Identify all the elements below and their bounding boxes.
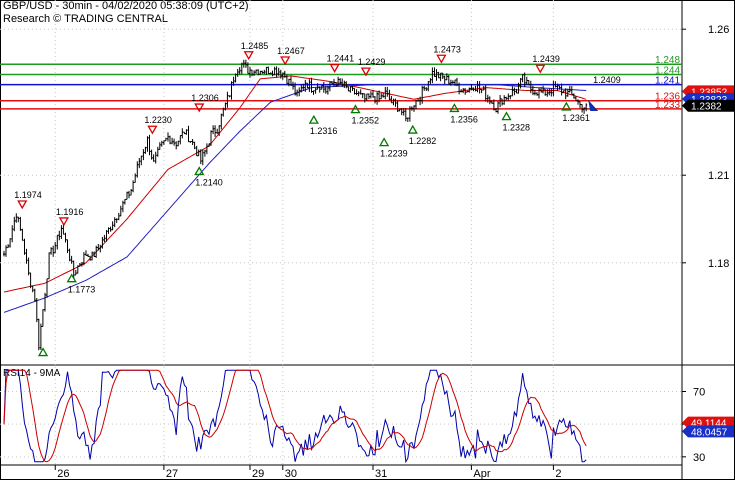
low-arrow-2	[66, 273, 77, 283]
ma-slow-line	[3, 84, 587, 313]
xtick-label-1: 27	[166, 468, 178, 480]
rsi-ytick-label-2: 70	[693, 387, 705, 399]
rsi-line	[3, 369, 587, 464]
low-label-12: 1.2239	[380, 149, 408, 159]
low-arrow-5	[194, 166, 205, 176]
high-arrow-3	[147, 125, 158, 135]
level-label-3: 1.236	[655, 92, 680, 103]
low-label-2: 1.1773	[68, 285, 96, 295]
high-label-17: 1.2439	[532, 54, 560, 64]
high-arrow-4	[194, 103, 205, 113]
level-label-0: 1.248	[655, 55, 680, 66]
high-label-7: 1.2467	[277, 46, 305, 56]
xtick-label-2: 29	[252, 468, 264, 480]
rsi-tag-label-1: 48.0457	[691, 427, 728, 438]
high-arrow-7	[280, 56, 291, 66]
low-label-8: 1.2316	[310, 126, 338, 136]
high-arrow-17	[535, 64, 546, 74]
level-label-1: 1.244	[655, 65, 680, 76]
high-arrow-1	[58, 217, 70, 227]
forecast-arrow	[588, 99, 599, 111]
plain-label-19: 1.2409	[593, 75, 621, 85]
low-arrow-15	[449, 103, 460, 113]
high-arrow-11	[360, 67, 372, 77]
xtick-label-0: 26	[57, 468, 69, 480]
chart-title: GBP/USD - 30min - 04/02/2020 05:38:09 (U…	[3, 0, 249, 12]
rsi-ytick-label-0: 30	[693, 452, 705, 464]
price-bars	[3, 59, 588, 351]
low-label-13: 1.2282	[409, 136, 437, 146]
low-label-18: 1.2361	[562, 113, 590, 123]
rsi-tag-bg-1	[682, 425, 734, 438]
rsi-ma-line	[3, 369, 587, 463]
chart-source: Research © TRADING CENTRAL	[3, 13, 168, 25]
high-label-14: 1.2473	[433, 44, 461, 54]
low-label-5: 1.2140	[195, 178, 223, 188]
low-arrow-16	[501, 111, 512, 121]
high-arrow-0	[17, 200, 28, 210]
low-arrow-8	[308, 114, 319, 124]
high-arrow-6	[243, 51, 254, 61]
price-tag-label-0: 1.23852	[691, 87, 728, 98]
price-tag-label-2: 1.2382	[691, 102, 722, 113]
low-arrow-13	[407, 124, 418, 134]
high-label-6: 1.2485	[241, 41, 269, 51]
main-ytick-label-0: 1.18	[708, 258, 729, 270]
high-label-3: 1.2230	[144, 115, 172, 125]
high-arrow-14	[436, 54, 447, 64]
price-tag-bg-2	[682, 99, 734, 112]
level-label-4: 1.233	[655, 100, 680, 111]
low-arrow-18	[561, 101, 572, 111]
low-label-10: 1.2352	[351, 116, 379, 126]
level-label-2: 1.241	[655, 76, 680, 87]
low-arrow-12	[378, 137, 390, 147]
main-ytick-label-2: 1.26	[708, 24, 729, 36]
rsi-tag-label-0: 49.1144	[691, 419, 727, 430]
high-label-9: 1.2441	[327, 54, 355, 64]
xtick-label-3: 30	[285, 468, 297, 480]
low-label-16: 1.2328	[502, 123, 530, 133]
low-label-15: 1.2356	[450, 114, 478, 124]
xtick-label-4: 31	[375, 468, 387, 480]
low-arrow-20	[37, 347, 49, 357]
main-ytick-label-1: 1.21	[708, 170, 729, 182]
xtick-label-6: 2	[555, 468, 561, 480]
xtick-label-5: Apr	[473, 468, 490, 480]
rsi-title: RSI14 - 9MA	[3, 368, 61, 379]
high-label-4: 1.2306	[191, 93, 219, 103]
high-label-11: 1.2429	[358, 57, 386, 67]
high-label-1: 1.1916	[56, 207, 84, 217]
high-arrow-9	[329, 63, 340, 73]
low-arrow-10	[350, 104, 361, 114]
high-label-0: 1.1974	[14, 190, 42, 200]
